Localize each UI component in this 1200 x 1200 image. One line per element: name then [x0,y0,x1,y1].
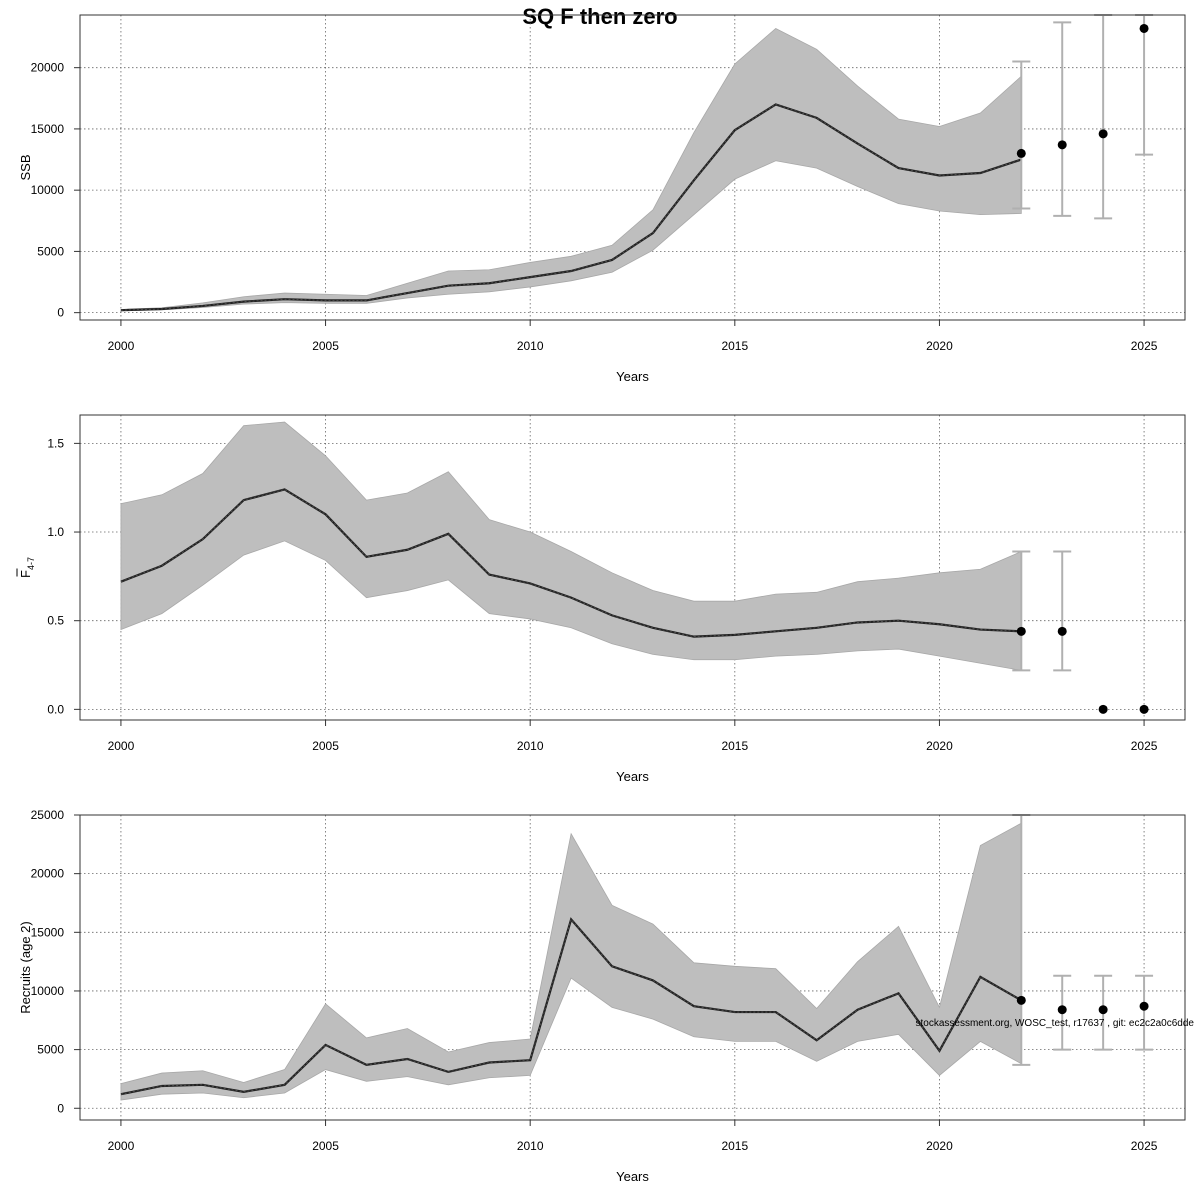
ssb-forecast-point-2025 [1139,23,1149,33]
ssb-confidence-band [120,27,1022,312]
recruits-ytick-label-2: 10000 [31,984,65,998]
ssb-xtick-label-2010: 2010 [517,339,544,353]
f-y-axis-title: F4-7 [18,557,36,578]
f-forecast-point-2025 [1139,704,1149,714]
fishing-mortality-panel: 2000 2005 2010 2015 2020 2025 0.0 0.5 1.0 1.5 Year… [16,414,1186,784]
recruits-xtick-label-2010: 2010 [517,1139,544,1153]
f-x-axis-title: Years [616,769,649,784]
f-y-axis-title-subscript: 4-7 [26,557,36,570]
recruits-xtick-label-2020: 2020 [926,1139,953,1153]
recruits-plot-frame [79,814,1186,1121]
ssb-x-axis-title: Years [616,369,649,384]
recruits-estimate-line-overlay [120,918,1022,1095]
recruits-forecast-point-2025 [1139,1001,1149,1011]
ssb-forecast-point-2022 [1016,148,1026,158]
ssb-panel: 2000 2005 2010 2015 2020 2025 0 5000 10000 15000 2… [18,14,1186,384]
f-y-axis-title-base: F [18,570,33,578]
ssb-ytick-label-1: 5000 [37,244,64,258]
main-title: SQ F then zero [522,4,677,29]
ssb-xtick-label-2020: 2020 [926,339,953,353]
f-confidence-band [120,421,1022,671]
recruits-forecast-point-2023 [1057,1005,1067,1015]
f-forecast-point-2023 [1057,626,1067,636]
recruits-x-axis-title: Years [616,1169,649,1184]
f-plot-frame [79,414,1186,721]
ssb-xtick-label-2000: 2000 [108,339,135,353]
footnote: stockassessment.org, WOSC_test, r17637 ,… [916,1018,1195,1029]
ssb-estimate-line-overlay [120,103,1022,311]
recruits-xtick-label-2025: 2025 [1131,1139,1158,1153]
recruits-ytick-label-1: 5000 [37,1043,64,1057]
recruits-forecast-point-2024 [1098,1005,1108,1015]
recruits-y-axis-title: Recruits (age 2) [18,921,33,1013]
ssb-ytick-label-0: 0 [57,306,64,320]
f-xtick-label-2005: 2005 [312,739,339,753]
f-estimate-line-overlay [120,489,1022,638]
f-ytick-label-3: 1.5 [47,436,64,450]
ssb-forecast-point-2024 [1098,129,1108,139]
ssb-y-axis-title: SSB [18,154,33,180]
ssb-xtick-label-2015: 2015 [721,339,748,353]
ssb-plot-frame [79,14,1186,321]
recruits-ytick-label-5: 25000 [31,808,65,822]
recruitment-panel: 2000 2005 2010 2015 2020 2025 0 5000 10000 15000 2… [18,808,1186,1184]
recruits-xtick-label-2005: 2005 [312,1139,339,1153]
f-xtick-label-2020: 2020 [926,739,953,753]
f-xtick-label-2015: 2015 [721,739,748,753]
ssb-xtick-label-2005: 2005 [312,339,339,353]
recruits-forecast-point-2022 [1016,995,1026,1005]
f-ytick-label-2: 1.0 [47,525,64,539]
f-ytick-label-1: 0.5 [47,614,64,628]
ssb-ytick-label-2: 10000 [31,183,65,197]
ssb-ytick-label-3: 15000 [31,122,65,136]
f-xtick-label-2000: 2000 [108,739,135,753]
f-xtick-label-2025: 2025 [1131,739,1158,753]
ssb-xtick-label-2025: 2025 [1131,339,1158,353]
recruits-ytick-label-3: 15000 [31,925,65,939]
f-ytick-label-0: 0.0 [47,702,64,716]
recruits-xtick-label-2015: 2015 [721,1139,748,1153]
ssb-forecast-point-2023 [1057,140,1067,150]
recruits-xtick-label-2000: 2000 [108,1139,135,1153]
ssb-ytick-label-4: 20000 [31,61,65,75]
f-forecast-point-2024 [1098,704,1108,714]
recruits-ytick-label-4: 20000 [31,867,65,881]
f-xtick-label-2010: 2010 [517,739,544,753]
f-forecast-point-2022 [1016,626,1026,636]
recruits-confidence-band [120,822,1022,1101]
recruits-ytick-label-0: 0 [57,1101,64,1115]
